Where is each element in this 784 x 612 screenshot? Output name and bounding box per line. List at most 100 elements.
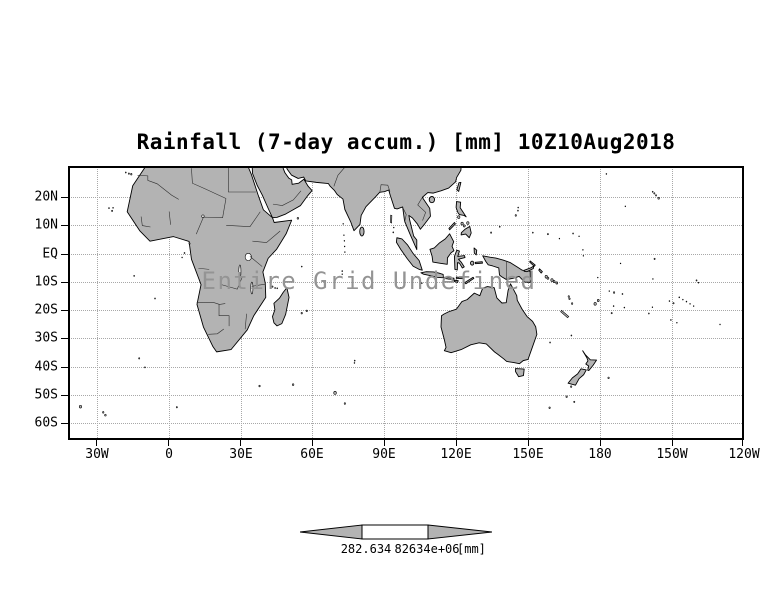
island-seram [475,262,482,264]
island-sumba [454,280,458,282]
colorbar [299,524,493,540]
map-plot-area [68,166,744,440]
axis-tick [672,440,673,446]
axis-tick [61,197,68,198]
gridline-horizontal [68,423,744,424]
lat-tick-label: 50S [34,387,58,403]
lake-tanganyika [239,265,241,278]
lon-tick-label: 90E [372,447,396,462]
axis-tick [528,440,529,446]
axis-tick [61,282,68,283]
lon-tick-label: 150W [656,447,688,462]
landmasses [127,166,596,385]
gridline-horizontal [68,338,744,339]
lat-tick-label: 40S [34,359,58,375]
colorbar-units-label: [mm] [457,542,486,556]
lon-tick-label: 120E [440,447,472,462]
axis-tick [742,440,743,446]
island-visayas [463,225,465,227]
gridline-horizontal [68,310,744,311]
axis-tick [384,440,385,446]
axis-tick [240,440,241,446]
lat-tick-label: 20N [34,189,58,205]
lat-tick-label: 60S [34,415,58,431]
island-visayas [461,222,463,225]
axis-tick [61,367,68,368]
island-mindanao [461,226,471,237]
lon-tick-label: 180 [588,447,612,462]
lon-tick-label: 120W [728,447,760,462]
gridline-vertical [672,166,673,440]
landmass-africa [127,166,291,352]
island-buru [470,261,473,265]
island-luzon [456,202,466,217]
lat-tick-label: 10S [34,274,58,290]
colorbar-label-left: 282.634 [340,542,392,556]
lat-tick-label: 30S [34,330,58,346]
lake-malawi [251,282,253,294]
lat-tick-label: 10N [34,217,58,233]
axis-tick [61,254,68,255]
axis-tick [61,338,68,339]
island-mindoro [458,216,460,219]
axis-tick [168,440,169,446]
axis-tick [61,225,68,226]
landmass-arabia [252,166,312,218]
undefined-grid-message: Entire Grid Undefined [201,267,537,295]
landmass-australia [441,284,537,364]
island-flores [456,277,463,279]
axis-tick [61,423,68,424]
gridline-vertical [600,166,601,440]
lake-victoria [245,253,251,260]
axis-tick [96,440,97,446]
lon-tick-label: 150E [512,447,544,462]
island-lesser-sunda [444,277,454,279]
island-timor [465,277,474,283]
island-sumatra [396,238,422,270]
island-hainan [429,197,434,203]
axis-tick [456,440,457,446]
landmass-madagascar [272,288,289,326]
colorbar-label-right: 82634e+06 [394,542,460,556]
lon-tick-label: 30E [229,447,253,462]
small-islands [79,172,720,416]
landmass-asia [286,166,461,250]
island-nz-north [583,351,597,371]
plot-title: Rainfall (7-day accum.) [mm] 10Z10Aug201… [136,130,676,154]
lat-tick-label: EQ [42,246,58,262]
island-sulawesi [454,250,465,270]
gridline-vertical [169,166,170,440]
world-map [68,166,744,440]
colorbar-graphic [299,524,493,540]
island-new-britain [524,266,534,272]
gridline-vertical [312,166,313,440]
axis-tick [61,310,68,311]
colorbar-left-arrow [299,524,363,540]
gridline-horizontal [68,395,744,396]
lon-tick-label: 0 [165,447,173,462]
gridline-vertical [384,166,385,440]
axis-tick [61,395,68,396]
island-nz-south [568,369,586,385]
island-palawan [449,222,455,229]
island-tasmania [516,369,525,377]
gridline-vertical [456,166,457,440]
axis-tick [600,440,601,446]
colorbar-mid-segment [361,524,429,540]
gridline-horizontal [68,367,744,368]
gridline-horizontal [68,282,744,283]
island-new-ireland [530,261,536,266]
lat-tick-label: 20S [34,302,58,318]
colorbar-right-arrow [427,524,493,540]
island-taiwan [457,182,461,191]
island-bougainville [539,269,543,273]
axis-tick [312,440,313,446]
island-visayas [467,222,469,225]
gridline-vertical [528,166,529,440]
island-sri-lanka [360,227,364,236]
lon-tick-label: 60E [300,447,324,462]
island-java [421,272,444,278]
island-halmahera [474,248,477,255]
gridline-vertical [97,166,98,440]
